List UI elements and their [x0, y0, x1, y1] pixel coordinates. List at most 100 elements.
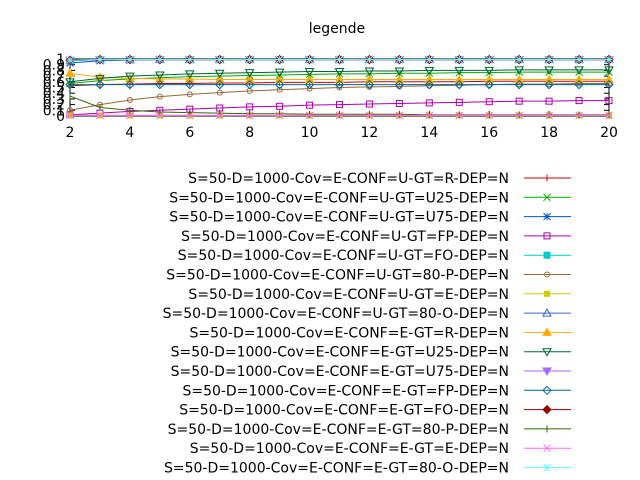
- y-tick-label: 0.7: [43, 69, 65, 85]
- data-point: [425, 55, 434, 64]
- x-tick-label: 4: [125, 125, 134, 141]
- x-tick-label: 2: [66, 125, 75, 141]
- data-point: [542, 348, 552, 357]
- data-point: [126, 55, 134, 64]
- data-point: [215, 79, 225, 90]
- data-point: [604, 79, 614, 90]
- legend-item: S=50-D=1000-Cov=E-CONF=E-GT=E-DEP=N: [190, 441, 571, 457]
- y-axis: 00.10.20.30.40.50.60.70.80.91: [43, 52, 609, 125]
- data-point: [544, 290, 550, 297]
- series-12: [65, 79, 614, 90]
- data-point: [185, 55, 194, 64]
- data-point: [542, 385, 552, 396]
- data-point: [245, 111, 254, 120]
- data-point: [334, 68, 345, 77]
- legend-label: S=50-D=1000-Cov=E-CONF=U-GT=FP-DEP=N: [181, 229, 509, 245]
- series-line: [69, 69, 609, 83]
- data-point: [65, 79, 75, 90]
- y-tick-label: 0.5: [43, 81, 65, 97]
- data-point: [276, 102, 284, 110]
- series-15: [66, 111, 613, 120]
- data-point: [125, 73, 135, 82]
- data-point: [95, 74, 105, 84]
- y-tick-label: 0.9: [43, 58, 65, 74]
- data-point: [185, 79, 195, 90]
- legend-label: S=50-D=1000-Cov=E-CONF=U-GT=80-P-DEP=N: [166, 268, 509, 284]
- y-tick-label: 0.3: [43, 92, 65, 108]
- legend-label: S=50-D=1000-Cov=E-CONF=E-GT=80-O-DEP=N: [164, 461, 509, 477]
- legend-item: S=50-D=1000-Cov=E-CONF=E-GT=80-P-DEP=N: [168, 422, 571, 438]
- data-point: [304, 79, 315, 90]
- data-point: [156, 93, 163, 100]
- data-point: [126, 111, 134, 120]
- data-point: [394, 67, 405, 76]
- legend-item: S=50-D=1000-Cov=E-CONF=U-GT=U75-DEP=N: [169, 210, 571, 226]
- legend-label: S=50-D=1000-Cov=E-CONF=E-GT=E-DEP=N: [190, 441, 509, 457]
- legend-item: S=50-D=1000-Cov=E-CONF=E-GT=FO-DEP=N: [179, 403, 571, 419]
- data-point: [485, 111, 494, 120]
- data-point: [515, 97, 523, 105]
- y-tick-label: 1: [56, 52, 65, 68]
- data-point: [514, 79, 524, 90]
- legend-label: S=50-D=1000-Cov=E-CONF=E-GT=FP-DEP=N: [182, 383, 509, 399]
- data-point: [424, 79, 435, 90]
- data-point: [214, 74, 225, 84]
- data-point: [244, 74, 255, 84]
- data-point: [543, 251, 551, 259]
- series-14: [69, 92, 610, 119]
- data-point: [364, 79, 375, 90]
- data-point: [605, 55, 613, 64]
- data-point: [95, 79, 105, 90]
- series-lines: [65, 54, 614, 120]
- data-point: [455, 55, 464, 64]
- legend: S=50-D=1000-Cov=E-CONF=U-GT=R-DEP=N S=50-…: [163, 171, 571, 477]
- data-point: [454, 74, 465, 84]
- data-point: [544, 66, 554, 75]
- data-point: [543, 232, 551, 240]
- data-point: [274, 74, 285, 84]
- legend-item: S=50-D=1000-Cov=E-CONF=E-GT=80-O-DEP=N: [164, 461, 571, 477]
- data-point: [335, 55, 344, 64]
- series-10: [65, 66, 614, 87]
- data-point: [275, 55, 284, 64]
- legend-item: S=50-D=1000-Cov=E-CONF=U-GT=E-DEP=N: [188, 287, 571, 303]
- y-tick-label: 0.6: [43, 75, 65, 91]
- data-point: [575, 111, 583, 120]
- y-tick-label: 0.4: [43, 86, 65, 102]
- legend-label: S=50-D=1000-Cov=E-CONF=E-GT=R-DEP=N: [189, 325, 509, 341]
- data-point: [605, 97, 613, 105]
- data-point: [543, 174, 551, 182]
- data-point: [543, 212, 551, 221]
- x-tick-label: 18: [540, 125, 558, 141]
- legend-item: S=50-D=1000-Cov=E-CONF=E-GT=U25-DEP=N: [171, 345, 571, 361]
- data-point: [545, 55, 553, 64]
- data-point: [574, 79, 584, 90]
- data-point: [66, 111, 74, 120]
- x-tick-label: 14: [420, 125, 438, 141]
- y-tick-label: 0.2: [43, 98, 65, 114]
- data-point: [484, 74, 495, 84]
- data-point: [336, 101, 343, 109]
- data-point: [574, 66, 584, 75]
- data-point: [216, 89, 223, 96]
- legend-label: S=50-D=1000-Cov=E-CONF=U-GT=R-DEP=N: [188, 171, 509, 187]
- data-point: [395, 55, 404, 64]
- chart-title: legende: [309, 21, 365, 37]
- data-point: [544, 271, 550, 278]
- data-point: [96, 55, 104, 64]
- data-point: [276, 86, 283, 93]
- x-tick-label: 8: [245, 125, 254, 141]
- data-point: [274, 68, 285, 78]
- data-point: [155, 79, 165, 90]
- y-tick-label: 0: [56, 109, 65, 125]
- data-point: [155, 111, 164, 120]
- x-tick-label: 10: [301, 125, 319, 141]
- data-point: [335, 111, 344, 120]
- data-point: [575, 55, 583, 64]
- legend-item: S=50-D=1000-Cov=E-CONF=E-GT=R-DEP=N: [189, 325, 571, 341]
- data-point: [545, 97, 553, 105]
- data-point: [425, 99, 433, 107]
- data-point: [544, 74, 554, 84]
- data-point: [274, 79, 285, 90]
